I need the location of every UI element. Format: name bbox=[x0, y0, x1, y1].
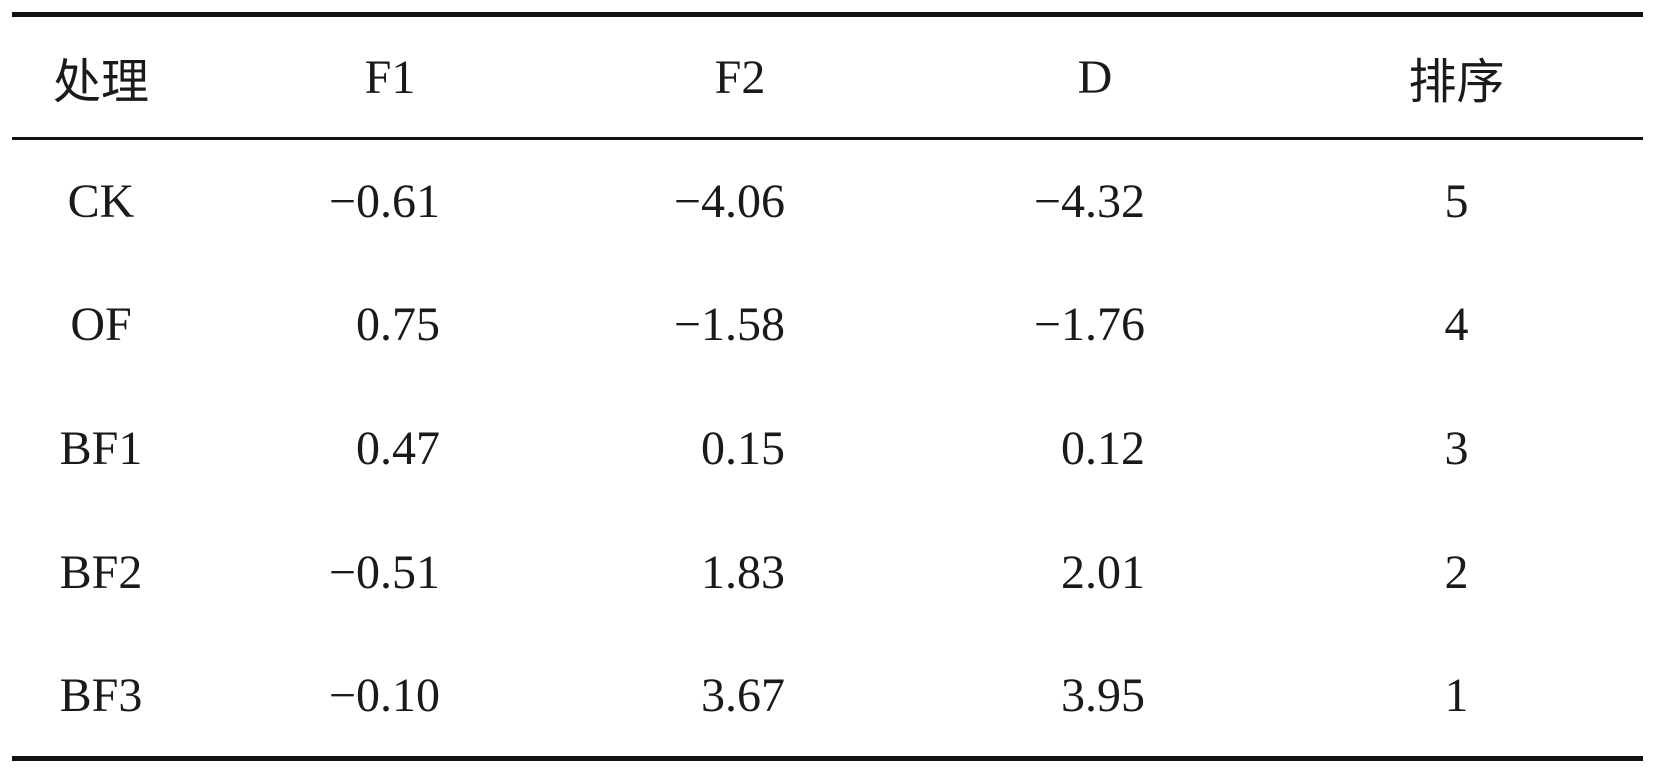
table-header-row: 处理 F1 F2 D 排序 bbox=[12, 14, 1643, 139]
cell-d: 3.95 bbox=[1061, 668, 1145, 722]
cell-f2: −4.06 bbox=[673, 174, 785, 228]
cell-rank: 3 bbox=[1444, 422, 1469, 475]
header-d: D bbox=[1077, 50, 1113, 104]
cell-f1: 0.47 bbox=[356, 422, 440, 475]
header-f2: F2 bbox=[714, 50, 766, 104]
table-row: BF3 −0.10 3.67 3.95 1 bbox=[12, 635, 1643, 759]
results-table: 处理 F1 F2 D 排序 CK −0.61 −4.06 −4.32 5 OF … bbox=[12, 12, 1643, 761]
cell-f1: 0.75 bbox=[356, 298, 440, 351]
cell-treatment: OF bbox=[70, 298, 132, 351]
header-treatment: 处理 bbox=[52, 56, 149, 109]
header-rank: 排序 bbox=[1408, 56, 1505, 109]
cell-f1: −0.10 bbox=[328, 668, 440, 722]
cell-f1: −0.61 bbox=[328, 174, 440, 228]
cell-f1: −0.51 bbox=[328, 546, 440, 599]
cell-d: −4.32 bbox=[1033, 174, 1145, 228]
table-row: BF2 −0.51 1.83 2.01 2 bbox=[12, 511, 1643, 635]
cell-f2: 0.15 bbox=[701, 422, 785, 475]
cell-treatment: BF2 bbox=[59, 546, 143, 599]
cell-rank: 4 bbox=[1444, 298, 1469, 351]
cell-f2: −1.58 bbox=[673, 298, 785, 351]
results-table-container: 处理 F1 F2 D 排序 CK −0.61 −4.06 −4.32 5 OF … bbox=[12, 12, 1643, 761]
cell-d: 2.01 bbox=[1061, 546, 1145, 599]
table-row: BF1 0.47 0.15 0.12 3 bbox=[12, 387, 1643, 511]
cell-d: 0.12 bbox=[1061, 422, 1145, 475]
cell-treatment: CK bbox=[67, 174, 135, 228]
cell-treatment: BF3 bbox=[59, 668, 143, 722]
table-row: CK −0.61 −4.06 −4.32 5 bbox=[12, 139, 1643, 263]
cell-f2: 3.67 bbox=[701, 668, 785, 722]
cell-d: −1.76 bbox=[1033, 298, 1145, 351]
cell-rank: 5 bbox=[1444, 174, 1469, 228]
cell-rank: 2 bbox=[1444, 546, 1469, 599]
cell-treatment: BF1 bbox=[59, 422, 143, 475]
table-row: OF 0.75 −1.58 −1.76 4 bbox=[12, 263, 1643, 387]
header-f1: F1 bbox=[364, 50, 416, 104]
cell-f2: 1.83 bbox=[701, 546, 785, 599]
cell-rank: 1 bbox=[1444, 668, 1469, 722]
